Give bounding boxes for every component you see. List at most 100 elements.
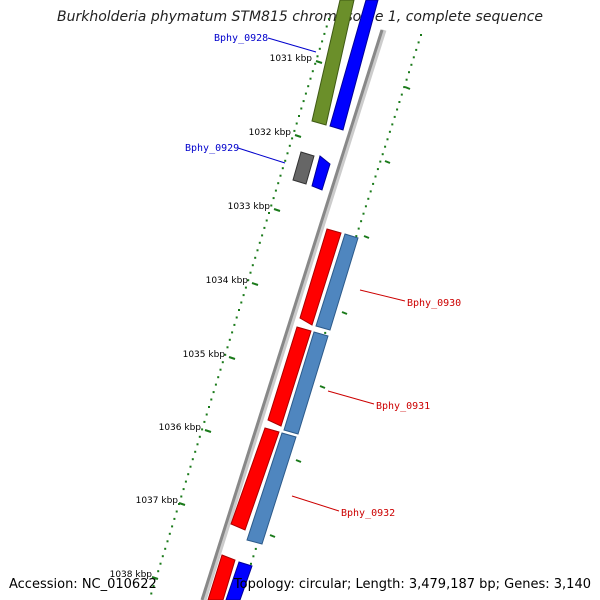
scale-dot <box>256 249 259 252</box>
scale-dot <box>212 391 215 394</box>
scale-dot <box>384 145 387 148</box>
backbone-shadow <box>201 29 387 600</box>
gene-bphy-0930-features[interactable] <box>299 228 359 331</box>
scale-dot <box>323 32 326 35</box>
scale-dot <box>274 189 277 192</box>
chromosome-backbone <box>200 29 384 600</box>
connector-bphy-0928 <box>267 37 317 53</box>
outer-tick-mark <box>341 311 348 315</box>
scale-dot <box>281 167 284 170</box>
scale-dot <box>408 71 410 74</box>
scale-dot <box>277 182 280 185</box>
gene-feature-steelblue[interactable] <box>315 233 359 331</box>
scale-dot <box>412 56 415 59</box>
scale-dot <box>318 47 321 50</box>
scale-dot <box>265 219 268 222</box>
scale-dot <box>393 115 396 118</box>
gene-feature-steelblue[interactable] <box>283 331 329 435</box>
scale-dot <box>376 168 379 171</box>
scale-dot <box>203 420 206 423</box>
scale-dot <box>201 428 204 431</box>
tick-label: 1033 kbp <box>228 202 271 212</box>
gene-bphy-0929-features[interactable] <box>292 151 331 191</box>
outer-tick-mark <box>269 534 276 538</box>
scale-dot <box>210 398 213 401</box>
gene-feature-steelblue[interactable] <box>246 432 297 545</box>
gene-bphy-0928-features[interactable] <box>311 0 379 131</box>
scale-dot <box>244 286 247 289</box>
scale-dot <box>196 443 199 446</box>
gene-feature-olive[interactable] <box>311 0 355 126</box>
outer-tick-mark <box>404 86 411 90</box>
connector-bphy-0930 <box>359 289 406 302</box>
scale-dot <box>291 137 294 140</box>
scale-dot <box>286 152 289 155</box>
accession-text: Accession: NC_010622 <box>9 577 157 592</box>
scale-dot <box>252 555 255 558</box>
gene-feature-red[interactable] <box>299 228 342 326</box>
scale-dot <box>379 160 382 163</box>
connector-bphy-0929 <box>237 147 286 164</box>
scale-dot <box>219 368 222 371</box>
scale-dot <box>357 227 360 230</box>
gene-bphy-0932-features[interactable] <box>230 427 297 545</box>
scale-dot <box>251 264 254 267</box>
scale-dot <box>217 376 220 379</box>
scale-dot <box>180 495 183 498</box>
scale-dot <box>254 547 257 550</box>
gene-feature-gray[interactable] <box>292 151 315 185</box>
tick-mark <box>228 356 236 360</box>
gene-feature-red[interactable] <box>207 554 236 600</box>
tick-label: 1034 kbp <box>206 276 249 286</box>
gene-feature-blue[interactable] <box>311 155 331 191</box>
scale-dot <box>325 25 328 28</box>
tick-mark <box>273 208 281 212</box>
scale-dot <box>159 562 162 565</box>
scale-dot <box>242 294 245 297</box>
scale-dot <box>396 108 399 111</box>
gene-label-bphy-0932[interactable]: Bphy_0932 <box>341 508 395 519</box>
gene-feature-red[interactable] <box>230 427 280 531</box>
gene-feature-red[interactable] <box>267 326 312 427</box>
gene-bphy-0931-features[interactable] <box>267 326 329 435</box>
scale-dot <box>263 226 266 229</box>
gene-next-features[interactable] <box>207 554 253 600</box>
scale-dot <box>205 413 208 416</box>
scale-dot <box>191 458 194 461</box>
tick-label: 1031 kbp <box>270 54 313 64</box>
gene-label-bphy-0930[interactable]: Bphy_0930 <box>407 298 461 309</box>
scale-dot <box>400 93 403 96</box>
gene-label-bphy-0931[interactable]: Bphy_0931 <box>376 401 430 412</box>
connector-bphy-0931 <box>327 390 375 405</box>
scale-dot <box>369 190 372 193</box>
scale-dot <box>307 85 310 88</box>
tick-label: 1038 kbp <box>110 570 153 580</box>
scale-dot <box>194 450 197 453</box>
scale-dot <box>157 570 160 573</box>
scale-dot <box>249 271 252 274</box>
scale-dot <box>420 34 422 36</box>
scale-dot <box>324 331 327 334</box>
scale-dot <box>302 100 305 103</box>
scale-dot <box>208 406 210 408</box>
scale-dot <box>240 301 243 304</box>
tick-label: 1032 kbp <box>249 128 292 138</box>
scale-dot <box>164 547 167 550</box>
scale-dot <box>288 144 291 147</box>
scale-dot <box>295 122 298 125</box>
scale-dot <box>381 153 384 156</box>
scale-dot <box>226 346 229 349</box>
scale-dot <box>386 138 389 141</box>
scale-dot <box>272 197 275 200</box>
scale-dot <box>372 182 375 185</box>
gene-feature-blue[interactable] <box>329 0 379 131</box>
scale-dot <box>189 465 192 468</box>
gene-feature-blue[interactable] <box>225 561 253 600</box>
gene-label-connectors <box>237 37 406 512</box>
tick-mark <box>294 134 302 138</box>
kbp-tick-marks <box>151 60 411 580</box>
scale-dot <box>374 175 377 178</box>
gene-label-bphy-0929[interactable]: Bphy_0929 <box>185 143 239 154</box>
gene-label-bphy-0928[interactable]: Bphy_0928 <box>214 33 268 44</box>
scale-dot <box>309 77 312 80</box>
